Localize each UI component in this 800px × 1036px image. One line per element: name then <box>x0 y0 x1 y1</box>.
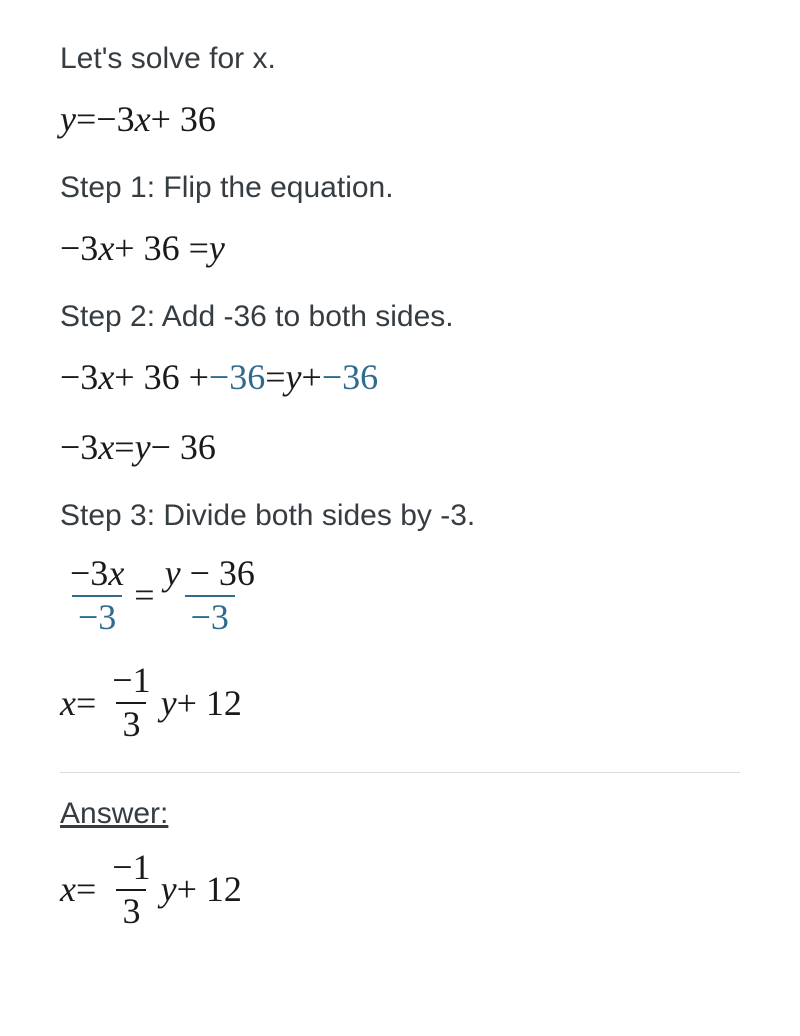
var-y: y <box>286 356 302 399</box>
var-y: y <box>135 426 151 469</box>
var-x: x <box>60 868 76 911</box>
added-left: −36 <box>209 356 265 399</box>
plus12: + 12 <box>177 682 242 725</box>
var-x: x <box>60 682 76 725</box>
fraction-denominator: 3 <box>116 702 146 744</box>
var-x: x <box>108 553 124 593</box>
fraction-denominator: 3 <box>116 889 146 931</box>
mid: + 36 = <box>114 227 209 270</box>
equals: = <box>76 98 96 141</box>
plus: + <box>302 356 322 399</box>
equation-step2b: −3 x = y − 36 <box>60 426 740 469</box>
var-y: y <box>60 98 76 141</box>
var-x: x <box>135 98 151 141</box>
fraction-numerator: −3x <box>64 555 130 595</box>
answer-label: Answer: <box>60 797 740 831</box>
equals: = <box>76 682 96 725</box>
equation-step3b: x = −1 3 y + 12 <box>60 662 740 744</box>
var-x: x <box>98 426 114 469</box>
var-y: y <box>209 227 225 270</box>
minus36: − 36 <box>181 553 255 593</box>
var-x: x <box>98 227 114 270</box>
coef: −3 <box>60 426 98 469</box>
equation-step3a: −3x −3 = y − 36 −3 <box>60 555 740 637</box>
equation-original: y = −3 x + 36 <box>60 98 740 141</box>
coef: −3 <box>60 356 98 399</box>
equals: = <box>134 574 154 617</box>
coef: −3 <box>96 98 134 141</box>
equals: = <box>76 868 96 911</box>
coef: −3 <box>60 227 98 270</box>
fraction-numerator: −1 <box>106 849 156 889</box>
intro-text: Let's solve for x. <box>60 38 740 80</box>
plus36plus: + 36 + <box>114 356 209 399</box>
coef: −3 <box>70 553 108 593</box>
var-x: x <box>98 356 114 399</box>
fraction-numerator: y − 36 <box>159 555 261 595</box>
fraction-left: −3x −3 <box>64 555 130 637</box>
equation-step1: −3 x + 36 = y <box>60 227 740 270</box>
section-divider <box>60 772 740 773</box>
step-2-label: Step 2: Add -36 to both sides. <box>60 296 740 338</box>
equation-step2a: −3 x + 36 + −36 = y + −36 <box>60 356 740 399</box>
minus36: − 36 <box>151 426 216 469</box>
fraction-denominator: −3 <box>72 595 122 637</box>
added-right: −36 <box>322 356 378 399</box>
fraction-denominator: −3 <box>185 595 235 637</box>
var-y: y <box>165 553 181 593</box>
fraction-right: y − 36 −3 <box>159 555 261 637</box>
fraction-coef: −1 3 <box>106 662 156 744</box>
fraction-coef: −1 3 <box>106 849 156 931</box>
equation-answer: x = −1 3 y + 12 <box>60 849 740 931</box>
var-y: y <box>161 868 177 911</box>
const: + 36 <box>151 98 216 141</box>
equals: = <box>114 426 134 469</box>
step-3-label: Step 3: Divide both sides by -3. <box>60 495 740 537</box>
var-y: y <box>161 682 177 725</box>
equals: = <box>265 356 285 399</box>
fraction-numerator: −1 <box>106 662 156 702</box>
plus12: + 12 <box>177 868 242 911</box>
step-1-label: Step 1: Flip the equation. <box>60 167 740 209</box>
